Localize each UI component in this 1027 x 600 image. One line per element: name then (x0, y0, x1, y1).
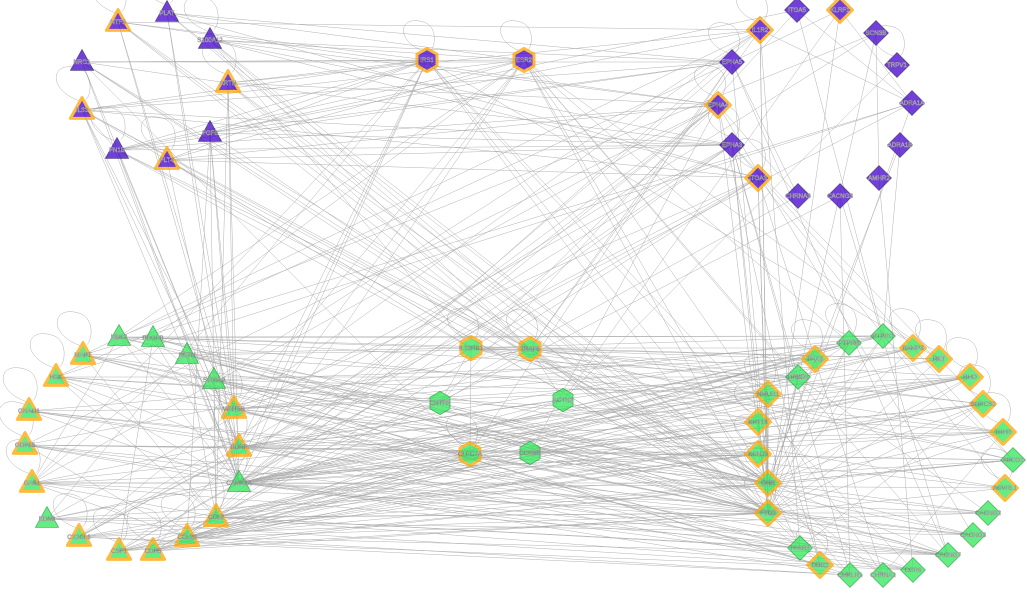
svg-text:EPHA4: EPHA4 (708, 102, 729, 109)
svg-text:ADRA1B: ADRA1B (888, 142, 913, 149)
svg-text:CDH5: CDH5 (145, 548, 162, 555)
svg-text:KCNJ5: KCNJ5 (748, 451, 768, 458)
svg-text:RET: RET (933, 356, 946, 363)
svg-text:OR8D2: OR8D2 (788, 374, 809, 381)
svg-text:KLRF1: KLRF1 (830, 7, 850, 14)
svg-text:DDR2: DDR2 (812, 562, 829, 569)
svg-text:S100A9: S100A9 (203, 377, 226, 384)
svg-text:ACTN2: ACTN2 (553, 397, 574, 404)
svg-text:TRHR: TRHR (994, 429, 1012, 436)
svg-text:PTPRB: PTPRB (839, 340, 860, 347)
svg-text:CX3CL1: CX3CL1 (67, 534, 91, 541)
svg-text:CAMK2A: CAMK2A (226, 480, 252, 487)
svg-text:NMUR1: NMUR1 (757, 391, 780, 398)
svg-text:NTF3: NTF3 (110, 19, 126, 26)
svg-text:KRT18: KRT18 (748, 419, 768, 426)
svg-text:TRAF6: TRAF6 (520, 346, 540, 353)
svg-text:CCL20: CCL20 (177, 534, 197, 541)
svg-text:EDN3: EDN3 (39, 516, 56, 523)
svg-text:PDGFB: PDGFB (142, 335, 163, 342)
svg-text:TRPV1: TRPV1 (887, 62, 908, 69)
svg-text:S100A12: S100A12 (197, 37, 223, 44)
svg-text:IL12RB1: IL12RB1 (459, 345, 484, 352)
svg-text:CMKLR1: CMKLR1 (837, 572, 863, 579)
svg-text:RAMP3: RAMP3 (902, 345, 924, 352)
svg-text:MBL2: MBL2 (111, 334, 128, 341)
svg-text:EPHA3: EPHA3 (722, 142, 743, 149)
svg-text:GHR: GHR (761, 480, 775, 487)
svg-text:ESR2: ESR2 (516, 57, 533, 64)
svg-text:NRG1: NRG1 (73, 59, 91, 66)
svg-text:GNAO1: GNAO1 (18, 408, 40, 415)
svg-text:MAPT: MAPT (74, 352, 91, 359)
svg-text:RETN: RETN (179, 352, 196, 359)
svg-text:GDF15: GDF15 (15, 442, 36, 449)
svg-text:SCN3B: SCN3B (866, 30, 887, 37)
svg-text:CCR6: CCR6 (905, 567, 922, 574)
svg-text:GAS1: GAS1 (24, 480, 41, 487)
svg-text:CLEC7A: CLEC7A (458, 451, 483, 458)
svg-text:ADRA1A: ADRA1A (900, 100, 926, 107)
svg-text:RHO: RHO (963, 374, 977, 381)
svg-text:ITGA3: ITGA3 (749, 175, 767, 182)
svg-text:FFAR3: FFAR3 (790, 545, 810, 552)
svg-text:CHRNA2: CHRNA2 (870, 572, 896, 579)
svg-text:FZD3: FZD3 (760, 510, 776, 517)
svg-text:CNTFR: CNTFR (430, 400, 451, 407)
svg-text:ACVRL1: ACVRL1 (993, 485, 1018, 492)
svg-text:BDNF: BDNF (231, 444, 248, 451)
svg-text:ABCG2: ABCG2 (1003, 457, 1025, 464)
svg-text:AMHR2: AMHR2 (868, 175, 890, 182)
svg-text:CACNG2: CACNG2 (975, 510, 1001, 517)
svg-text:IL33: IL33 (76, 107, 89, 114)
svg-text:IRS1: IRS1 (420, 57, 434, 64)
svg-text:CACNG3: CACNG3 (827, 193, 853, 200)
svg-text:CSF1: CSF1 (111, 548, 127, 555)
svg-text:CCL2: CCL2 (208, 514, 224, 521)
svg-text:IL1R2: IL1R2 (752, 27, 769, 34)
svg-text:FLT4: FLT4 (160, 157, 175, 164)
svg-text:ITGA5: ITGA5 (788, 7, 806, 14)
svg-text:EPHA5: EPHA5 (722, 59, 743, 66)
svg-text:ARTN: ARTN (220, 80, 237, 87)
svg-text:CACNG7: CACNG7 (935, 552, 961, 559)
svg-text:CCKBR: CCKBR (519, 450, 541, 457)
svg-text:PAX8: PAX8 (807, 356, 823, 363)
svg-text:FN1B: FN1B (109, 147, 125, 154)
svg-text:FGF6: FGF6 (202, 130, 218, 137)
svg-text:SORCS2: SORCS2 (970, 401, 996, 408)
svg-text:CACNG3: CACNG3 (960, 532, 986, 539)
svg-text:WNT5B: WNT5B (223, 406, 245, 413)
svg-text:PTPRO: PTPRO (872, 333, 894, 340)
svg-text:HCK: HCK (49, 374, 63, 381)
svg-text:PLAT: PLAT (159, 10, 174, 17)
svg-text:CHRNA3: CHRNA3 (785, 193, 811, 200)
